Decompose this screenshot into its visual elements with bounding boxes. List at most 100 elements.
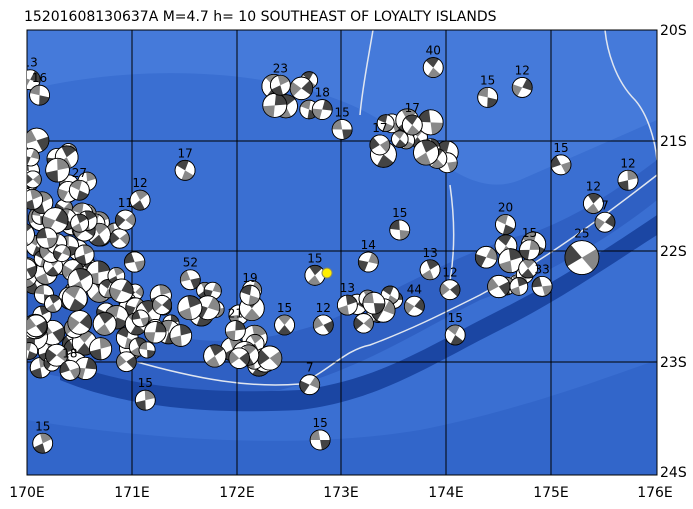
ball-rim (74, 244, 95, 265)
ball-quadrant (126, 356, 137, 369)
ball-quadrant (67, 315, 80, 331)
depth-label: 17 (177, 146, 192, 160)
ball-quadrant (550, 156, 561, 168)
ball-quadrant (519, 249, 530, 260)
ball-rim (312, 314, 334, 336)
ball-quadrant (498, 281, 510, 296)
beachball (376, 114, 395, 132)
depth-label: 11 (118, 196, 133, 210)
x-label: 171E (114, 485, 150, 501)
beachball (362, 291, 386, 315)
ball-rim (336, 294, 358, 316)
depth-label: 15 (553, 141, 568, 155)
depth-label: 44 (407, 282, 422, 296)
ball-quadrant (140, 317, 150, 327)
ball-quadrant (109, 231, 120, 245)
ball-quadrant (139, 341, 148, 350)
ball-quadrant (57, 158, 70, 171)
ball-quadrant (205, 355, 220, 368)
beachball (487, 274, 511, 299)
ball-quadrant (382, 286, 394, 296)
ball-quadrant (79, 313, 92, 330)
beachball (152, 295, 173, 315)
ball-quadrant (132, 310, 141, 320)
ball-quadrant (76, 342, 93, 356)
ball-rim (419, 259, 441, 281)
ball-rim (362, 291, 386, 315)
ball-quadrant (512, 84, 523, 97)
ball-rim (403, 295, 425, 317)
ball-quadrant (121, 280, 134, 295)
beachball (179, 269, 201, 291)
ball-rim (124, 251, 146, 273)
depth-label: 7 (601, 198, 609, 212)
ball-rim (134, 389, 156, 411)
ball-quadrant (179, 324, 192, 336)
ball-quadrant (152, 299, 163, 312)
ball-rim (131, 309, 150, 328)
ball-quadrant (15, 188, 25, 198)
beachball (531, 275, 553, 297)
depth-label: 15 (313, 416, 328, 430)
ball-quadrant (27, 199, 35, 210)
beachball (27, 189, 43, 211)
ball-quadrant (89, 348, 102, 360)
ball-quadrant (345, 295, 357, 306)
ball-rim (311, 99, 333, 120)
depth-label: 18 (315, 86, 330, 100)
ball-rim (369, 134, 391, 156)
ball-rim (67, 310, 93, 335)
beachball (498, 248, 523, 274)
ball-quadrant (93, 223, 108, 235)
ball-rim (179, 269, 201, 291)
beachball (518, 258, 538, 279)
title: 15201608130637A M=4.7 h= 10 SOUTHEAST OF… (24, 9, 497, 25)
ball-quadrant (486, 247, 498, 261)
ball-quadrant (170, 335, 182, 347)
ball-quadrant (431, 158, 444, 169)
ball-quadrant (389, 220, 400, 231)
beachball (68, 179, 90, 201)
ball-quadrant (342, 129, 353, 140)
ball-rim (27, 189, 43, 211)
beachball (239, 284, 261, 306)
beachball (177, 295, 203, 321)
beachball (617, 169, 639, 191)
ball-quadrant (290, 81, 302, 97)
depth-label: 18 (62, 346, 77, 360)
ball-quadrant (269, 351, 282, 367)
ball-quadrant (248, 295, 260, 306)
beachball (27, 314, 48, 338)
ball-quadrant (69, 298, 85, 312)
ball-quadrant (393, 130, 405, 140)
ball-quadrant (383, 300, 396, 315)
ball-quadrant (36, 228, 47, 239)
ball-quadrant (59, 361, 70, 374)
beachball (289, 76, 314, 101)
ball-rim (509, 277, 529, 296)
ball-rim (138, 341, 156, 359)
ball-quadrant (176, 160, 189, 171)
beachball (495, 214, 516, 235)
ball-quadrant (369, 137, 380, 151)
beachball (134, 389, 156, 411)
ball-quadrant (487, 277, 499, 292)
axis-labels: 170E 171E 172E 173E 174E 175E 176E 20S 21S 22S 23S… (9, 23, 687, 501)
ball-rim (32, 432, 54, 454)
ball-quadrant (49, 294, 61, 304)
ball-quadrant (395, 139, 406, 148)
beachball (312, 314, 334, 336)
ball-quadrant (155, 321, 167, 333)
ball-rim (422, 57, 444, 78)
beachball (195, 295, 221, 321)
x-label: 176E (637, 485, 673, 501)
ball-quadrant (17, 168, 26, 178)
beachball (74, 244, 95, 265)
ball-quadrant (32, 174, 42, 186)
ball-quadrant (30, 70, 41, 83)
ball-quadrant (119, 232, 130, 246)
ball-quadrant (69, 367, 80, 380)
ball-rim (357, 251, 379, 273)
ball-quadrant (68, 245, 79, 256)
ball-rim (89, 337, 113, 361)
